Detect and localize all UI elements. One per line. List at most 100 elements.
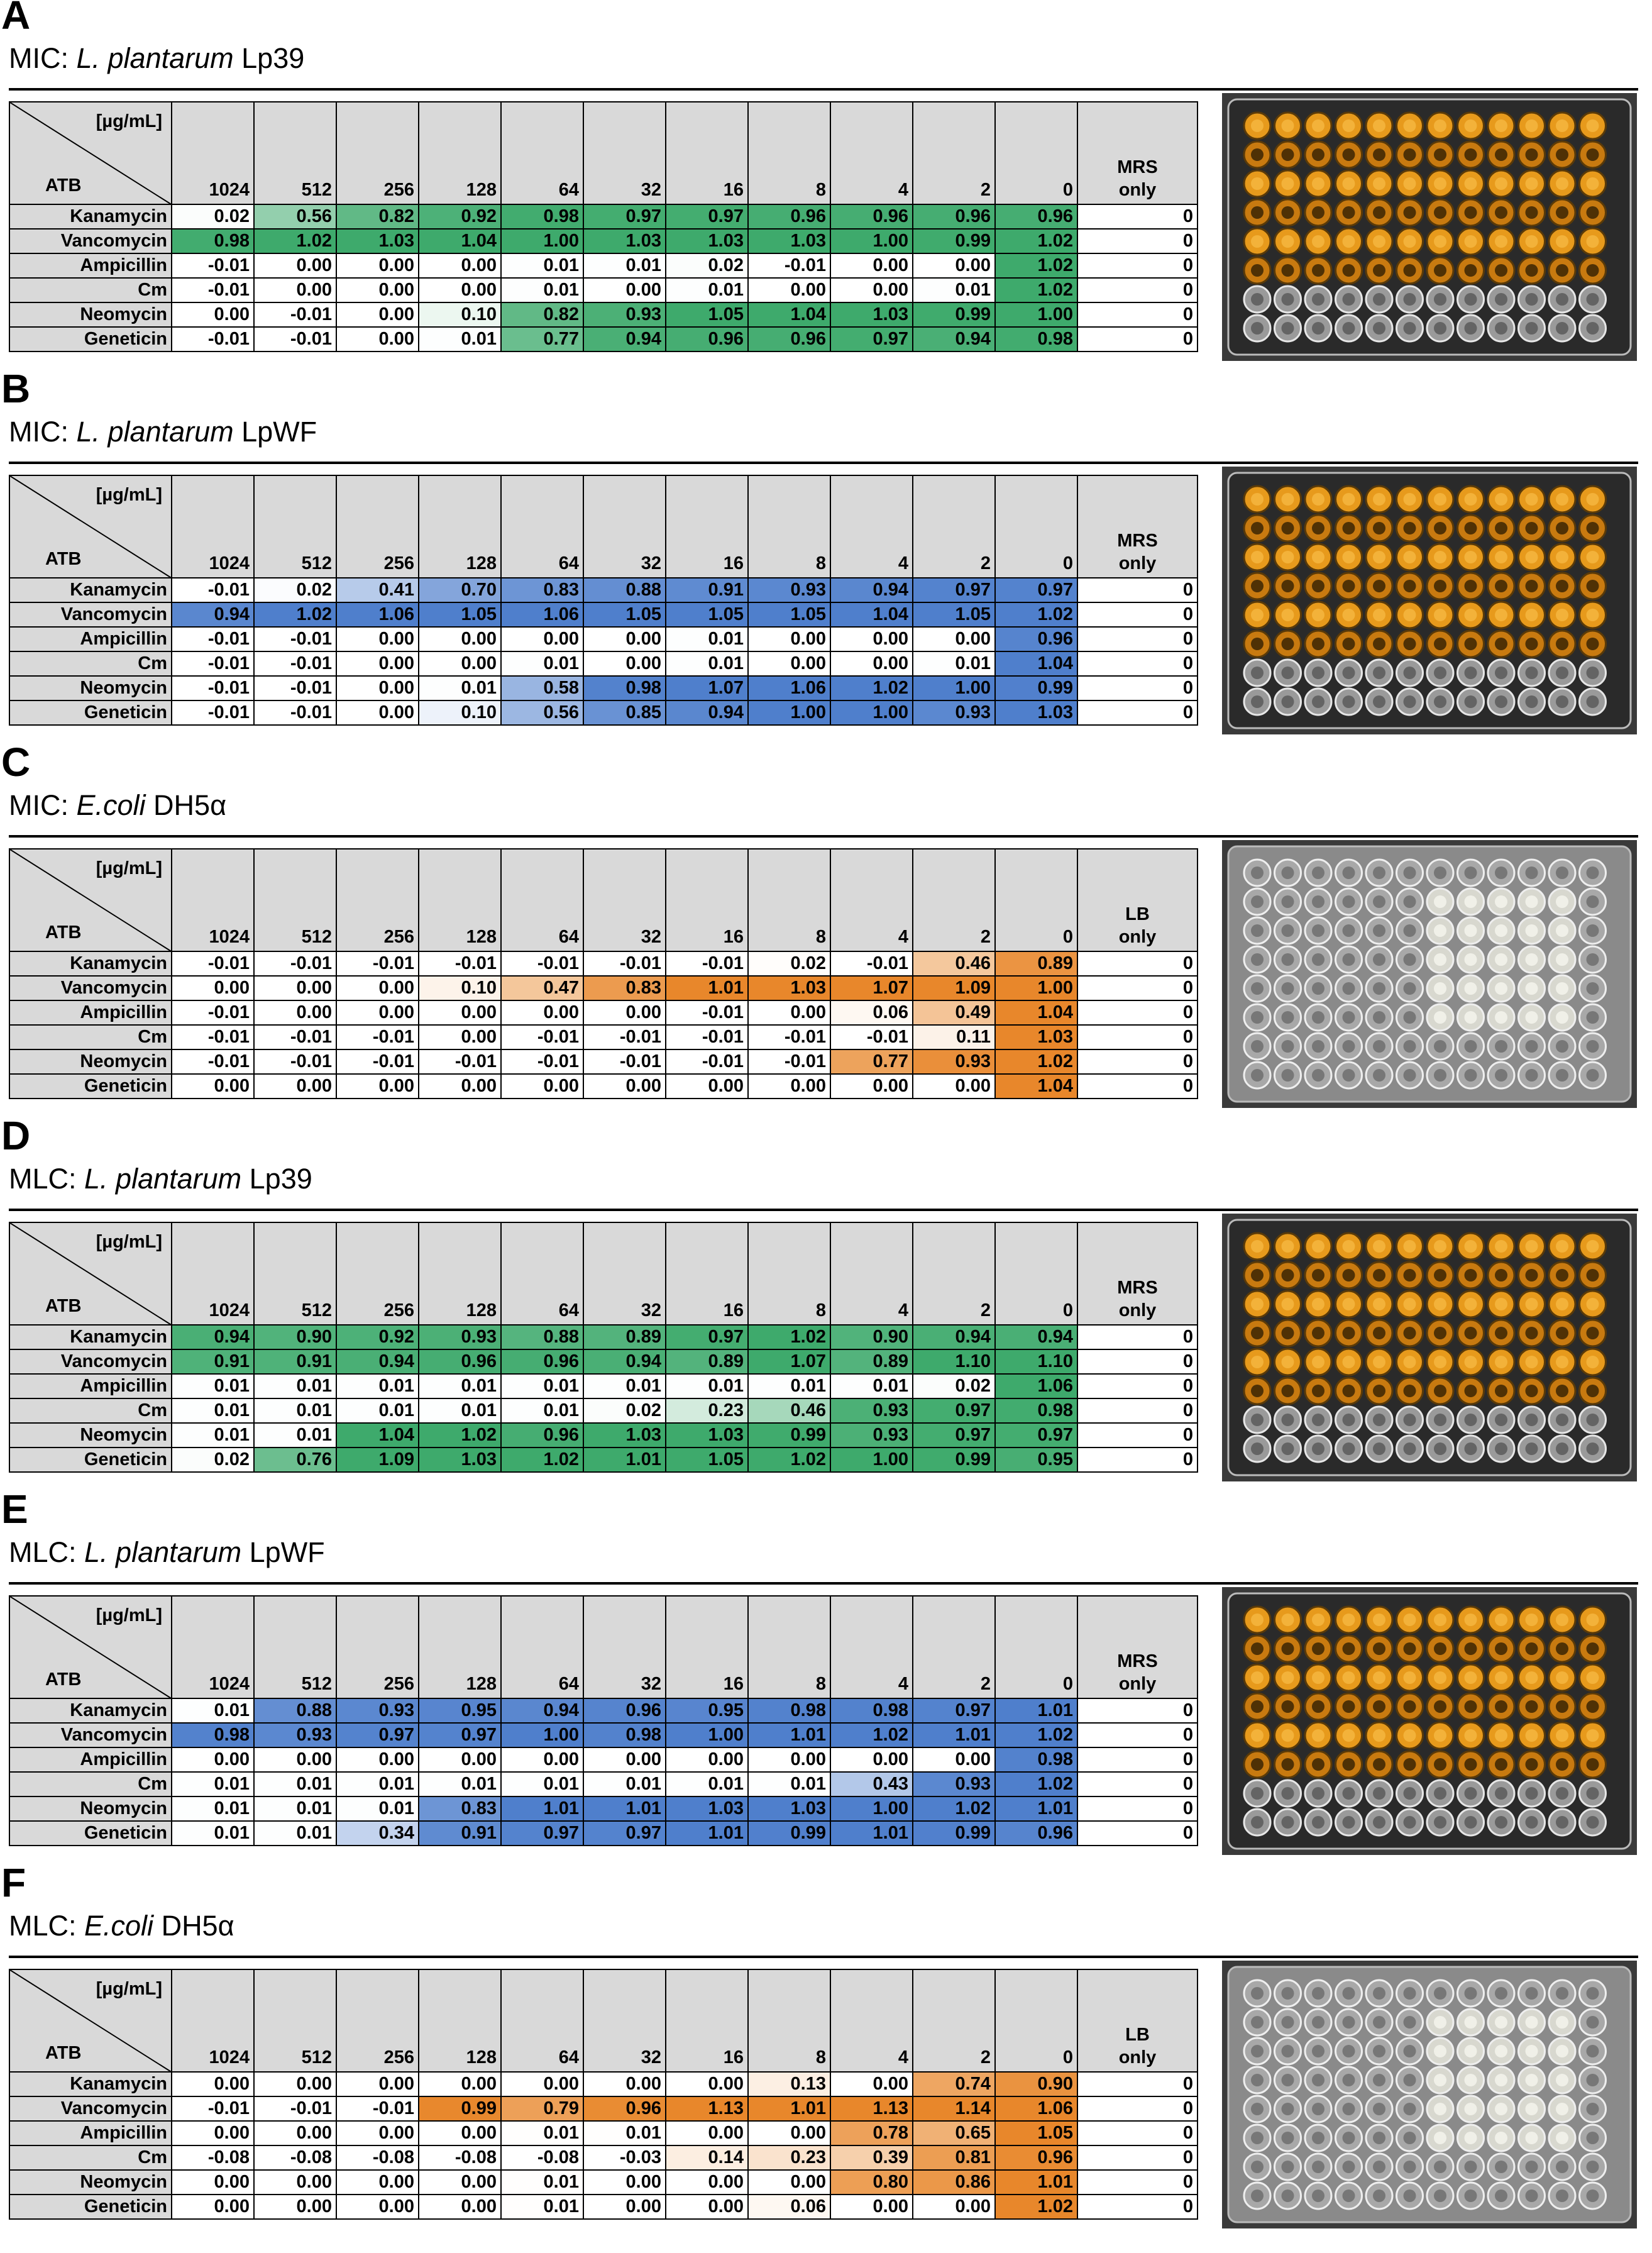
plate-well-center xyxy=(1495,119,1507,132)
concentration-header: 64 xyxy=(500,1222,584,1326)
strain-name: LpWF xyxy=(233,416,317,448)
plate-well-center xyxy=(1312,1240,1324,1253)
table-row: Neomycin -0.01 -0.01 -0.01 -0.01 -0.01 -0.01 -0… xyxy=(9,1049,1198,1075)
plate-well-center xyxy=(1281,119,1294,132)
antibiotic-label: Geneticin xyxy=(9,1073,172,1099)
plate-well-center xyxy=(1251,2132,1264,2144)
od-value-cell: -0.01 xyxy=(747,253,831,279)
plate-well-center xyxy=(1373,1011,1385,1024)
antibiotic-label: Cm xyxy=(9,1398,172,1424)
od-table: [µg/mL] ATB 1024 512 256 128 64 32 16 8 4 2 0 LB only K… xyxy=(9,1969,1198,2220)
od-value-cell: 0.94 xyxy=(171,602,255,628)
control-value-cell: 0 xyxy=(1077,1324,1198,1350)
plate-well-center xyxy=(1251,206,1264,219)
od-value-cell: -0.01 xyxy=(253,2096,337,2122)
control-header: LB only xyxy=(1077,848,1198,952)
od-value-cell: -0.01 xyxy=(830,1024,913,1050)
control-medium-label: MRS xyxy=(1117,1277,1158,1298)
od-value-cell: 0.00 xyxy=(747,651,831,677)
plate-well-center xyxy=(1403,551,1416,563)
od-value-cell: 0.06 xyxy=(830,1000,913,1026)
concentration-header: 0 xyxy=(994,1222,1078,1326)
od-value-cell: 0.94 xyxy=(583,1349,666,1375)
od-value-cell: 1.01 xyxy=(747,2096,831,2122)
od-table-container: [µg/mL] ATB 1024 512 256 128 64 32 16 8 4 2 0 MRS only… xyxy=(9,1222,1198,1473)
plate-well-center xyxy=(1464,1356,1477,1368)
od-value-cell: 1.02 xyxy=(253,228,337,254)
plate-well-center xyxy=(1434,2103,1446,2115)
plate-well-center xyxy=(1342,609,1355,621)
plate-well-center xyxy=(1586,1240,1599,1253)
panel-letter: F xyxy=(1,1860,26,1905)
plate-well-center xyxy=(1556,1671,1568,1684)
plate-well-center xyxy=(1373,293,1385,306)
plate-well-center xyxy=(1586,2045,1599,2057)
od-value-cell: 0.00 xyxy=(253,1747,337,1773)
od-value-cell: 0.97 xyxy=(500,1820,584,1846)
panel-title: MIC: E.coli DH5α xyxy=(9,791,226,819)
plate-well-center xyxy=(1251,1729,1264,1742)
plate-well-center xyxy=(1281,638,1294,650)
control-header: MRS only xyxy=(1077,1595,1198,1699)
plate-well-center xyxy=(1403,982,1416,995)
od-value-cell: 0.01 xyxy=(665,651,749,677)
od-value-cell: 0.00 xyxy=(253,2071,337,2097)
plate-well-center xyxy=(1586,2103,1599,2115)
antibiotic-label: Cm xyxy=(9,277,172,303)
plate-well-center xyxy=(1251,895,1264,908)
plate-well-center xyxy=(1434,1614,1446,1626)
control-value-cell: 0 xyxy=(1077,302,1198,328)
table-row: Vancomycin -0.01 -0.01 -0.01 0.99 0.79 0.96 1.1… xyxy=(9,2096,1198,2122)
plate-well-center xyxy=(1251,1240,1264,1253)
od-value-cell: 0.00 xyxy=(336,700,419,726)
concentration-header: 1024 xyxy=(171,1222,255,1326)
od-value-cell: 0.94 xyxy=(171,1324,255,1350)
plate-well-center xyxy=(1556,119,1568,132)
od-value-cell: 0.01 xyxy=(171,1796,255,1822)
plate-well-center xyxy=(1495,667,1507,679)
plate-well-center xyxy=(1403,177,1416,190)
od-value-cell: 0.00 xyxy=(747,2120,831,2146)
od-value-cell: 1.02 xyxy=(994,602,1078,628)
od-value-cell: 0.00 xyxy=(830,2071,913,2097)
od-value-cell: 0.99 xyxy=(747,1422,831,1448)
od-value-cell: 1.09 xyxy=(912,975,996,1001)
od-value-cell: 0.77 xyxy=(830,1049,913,1075)
od-value-cell: 0.94 xyxy=(665,700,749,726)
plate-well-center xyxy=(1556,1758,1568,1771)
plate-well-center xyxy=(1434,2161,1446,2173)
od-value-cell: 0.97 xyxy=(994,577,1078,603)
plate-well-center xyxy=(1373,953,1385,966)
plate-well-center xyxy=(1586,1729,1599,1742)
od-value-cell: 0.00 xyxy=(665,2169,749,2195)
od-value-cell: 0.01 xyxy=(171,1820,255,1846)
plate-well-center xyxy=(1281,609,1294,621)
table-row: Neomycin 0.00 0.00 0.00 0.00 0.01 0.00 0.00 0.00… xyxy=(9,2169,1198,2195)
plate-well-center xyxy=(1556,1816,1568,1829)
table-row: Ampicillin 0.00 0.00 0.00 0.00 0.01 0.01 0.00 0.… xyxy=(9,2120,1198,2146)
plate-well-center xyxy=(1556,2161,1568,2173)
plate-well-center xyxy=(1586,235,1599,248)
antibiotic-label: Neomycin xyxy=(9,302,172,328)
plate-well-center xyxy=(1312,1816,1324,1829)
od-value-cell: 0.00 xyxy=(912,1747,996,1773)
plate-well-center xyxy=(1434,293,1446,306)
table-row: Cm -0.01 -0.01 0.00 0.00 0.01 0.00 0.01 0.00 0.00… xyxy=(9,651,1198,677)
control-medium-label: LB xyxy=(1125,904,1150,924)
od-value-cell: 1.06 xyxy=(500,602,584,628)
od-table: [µg/mL] ATB 1024 512 256 128 64 32 16 8 4 2 0 LB only K… xyxy=(9,848,1198,1099)
od-value-cell: 0.00 xyxy=(747,1747,831,1773)
title-rule xyxy=(9,88,1638,91)
od-value-cell: 0.43 xyxy=(830,1771,913,1797)
od-value-cell: 1.01 xyxy=(500,1796,584,1822)
plate-well-center xyxy=(1525,2045,1538,2057)
panel-c: C MIC: E.coli DH5α [µg/mL] ATB 1024 512 256 128… xyxy=(0,742,1652,1121)
plate-well-center xyxy=(1434,695,1446,708)
od-value-cell: 0.96 xyxy=(830,204,913,230)
plate-well-center xyxy=(1373,609,1385,621)
header-corner: [µg/mL] ATB xyxy=(9,1969,172,2073)
od-value-cell: 0.97 xyxy=(583,204,666,230)
od-value-cell: 0.00 xyxy=(418,2194,502,2220)
plate-well-center xyxy=(1373,866,1385,879)
od-value-cell: 1.07 xyxy=(665,675,749,701)
